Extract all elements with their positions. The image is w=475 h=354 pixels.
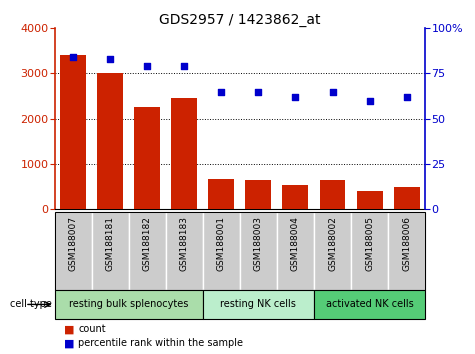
Bar <box>314 290 425 319</box>
Text: percentile rank within the sample: percentile rank within the sample <box>78 338 243 348</box>
Text: GSM188006: GSM188006 <box>402 216 411 271</box>
Bar <box>55 290 203 319</box>
Bar <box>171 98 197 209</box>
Text: GSM188005: GSM188005 <box>365 216 374 271</box>
Bar <box>203 290 314 319</box>
Text: ■: ■ <box>64 338 75 348</box>
Text: activated NK cells: activated NK cells <box>326 299 413 309</box>
Point <box>69 55 77 60</box>
Text: ■: ■ <box>64 324 75 334</box>
Bar <box>388 212 425 290</box>
Point <box>106 56 114 62</box>
Text: GSM188182: GSM188182 <box>143 216 152 271</box>
Text: GSM188183: GSM188183 <box>180 216 189 271</box>
Bar <box>97 73 123 209</box>
Bar <box>283 185 308 209</box>
Bar <box>351 212 388 290</box>
Text: resting NK cells: resting NK cells <box>220 299 296 309</box>
Bar <box>129 212 166 290</box>
Text: cell type: cell type <box>10 299 52 309</box>
Text: GSM188003: GSM188003 <box>254 216 263 271</box>
Bar <box>134 107 160 209</box>
Title: GDS2957 / 1423862_at: GDS2957 / 1423862_at <box>159 13 321 27</box>
Bar <box>357 191 382 209</box>
Point <box>292 94 299 100</box>
Bar <box>203 212 240 290</box>
Bar <box>320 180 345 209</box>
Point <box>143 63 151 69</box>
Text: GSM188181: GSM188181 <box>106 216 114 271</box>
Bar <box>92 212 129 290</box>
Bar <box>60 55 86 209</box>
Text: count: count <box>78 324 106 334</box>
Bar <box>394 187 419 209</box>
Point <box>403 94 410 100</box>
Bar <box>277 212 314 290</box>
Text: GSM188007: GSM188007 <box>69 216 77 271</box>
Bar <box>314 212 351 290</box>
Bar <box>55 212 92 290</box>
Point <box>255 88 262 94</box>
Text: GSM188004: GSM188004 <box>291 216 300 271</box>
Text: GSM188001: GSM188001 <box>217 216 226 271</box>
Bar <box>246 180 271 209</box>
Point <box>329 88 336 94</box>
Point <box>218 88 225 94</box>
Bar <box>240 212 277 290</box>
Point <box>366 98 373 103</box>
Bar <box>166 212 203 290</box>
Bar <box>209 179 234 209</box>
Point <box>180 63 188 69</box>
Text: GSM188002: GSM188002 <box>328 216 337 271</box>
Text: resting bulk splenocytes: resting bulk splenocytes <box>69 299 189 309</box>
